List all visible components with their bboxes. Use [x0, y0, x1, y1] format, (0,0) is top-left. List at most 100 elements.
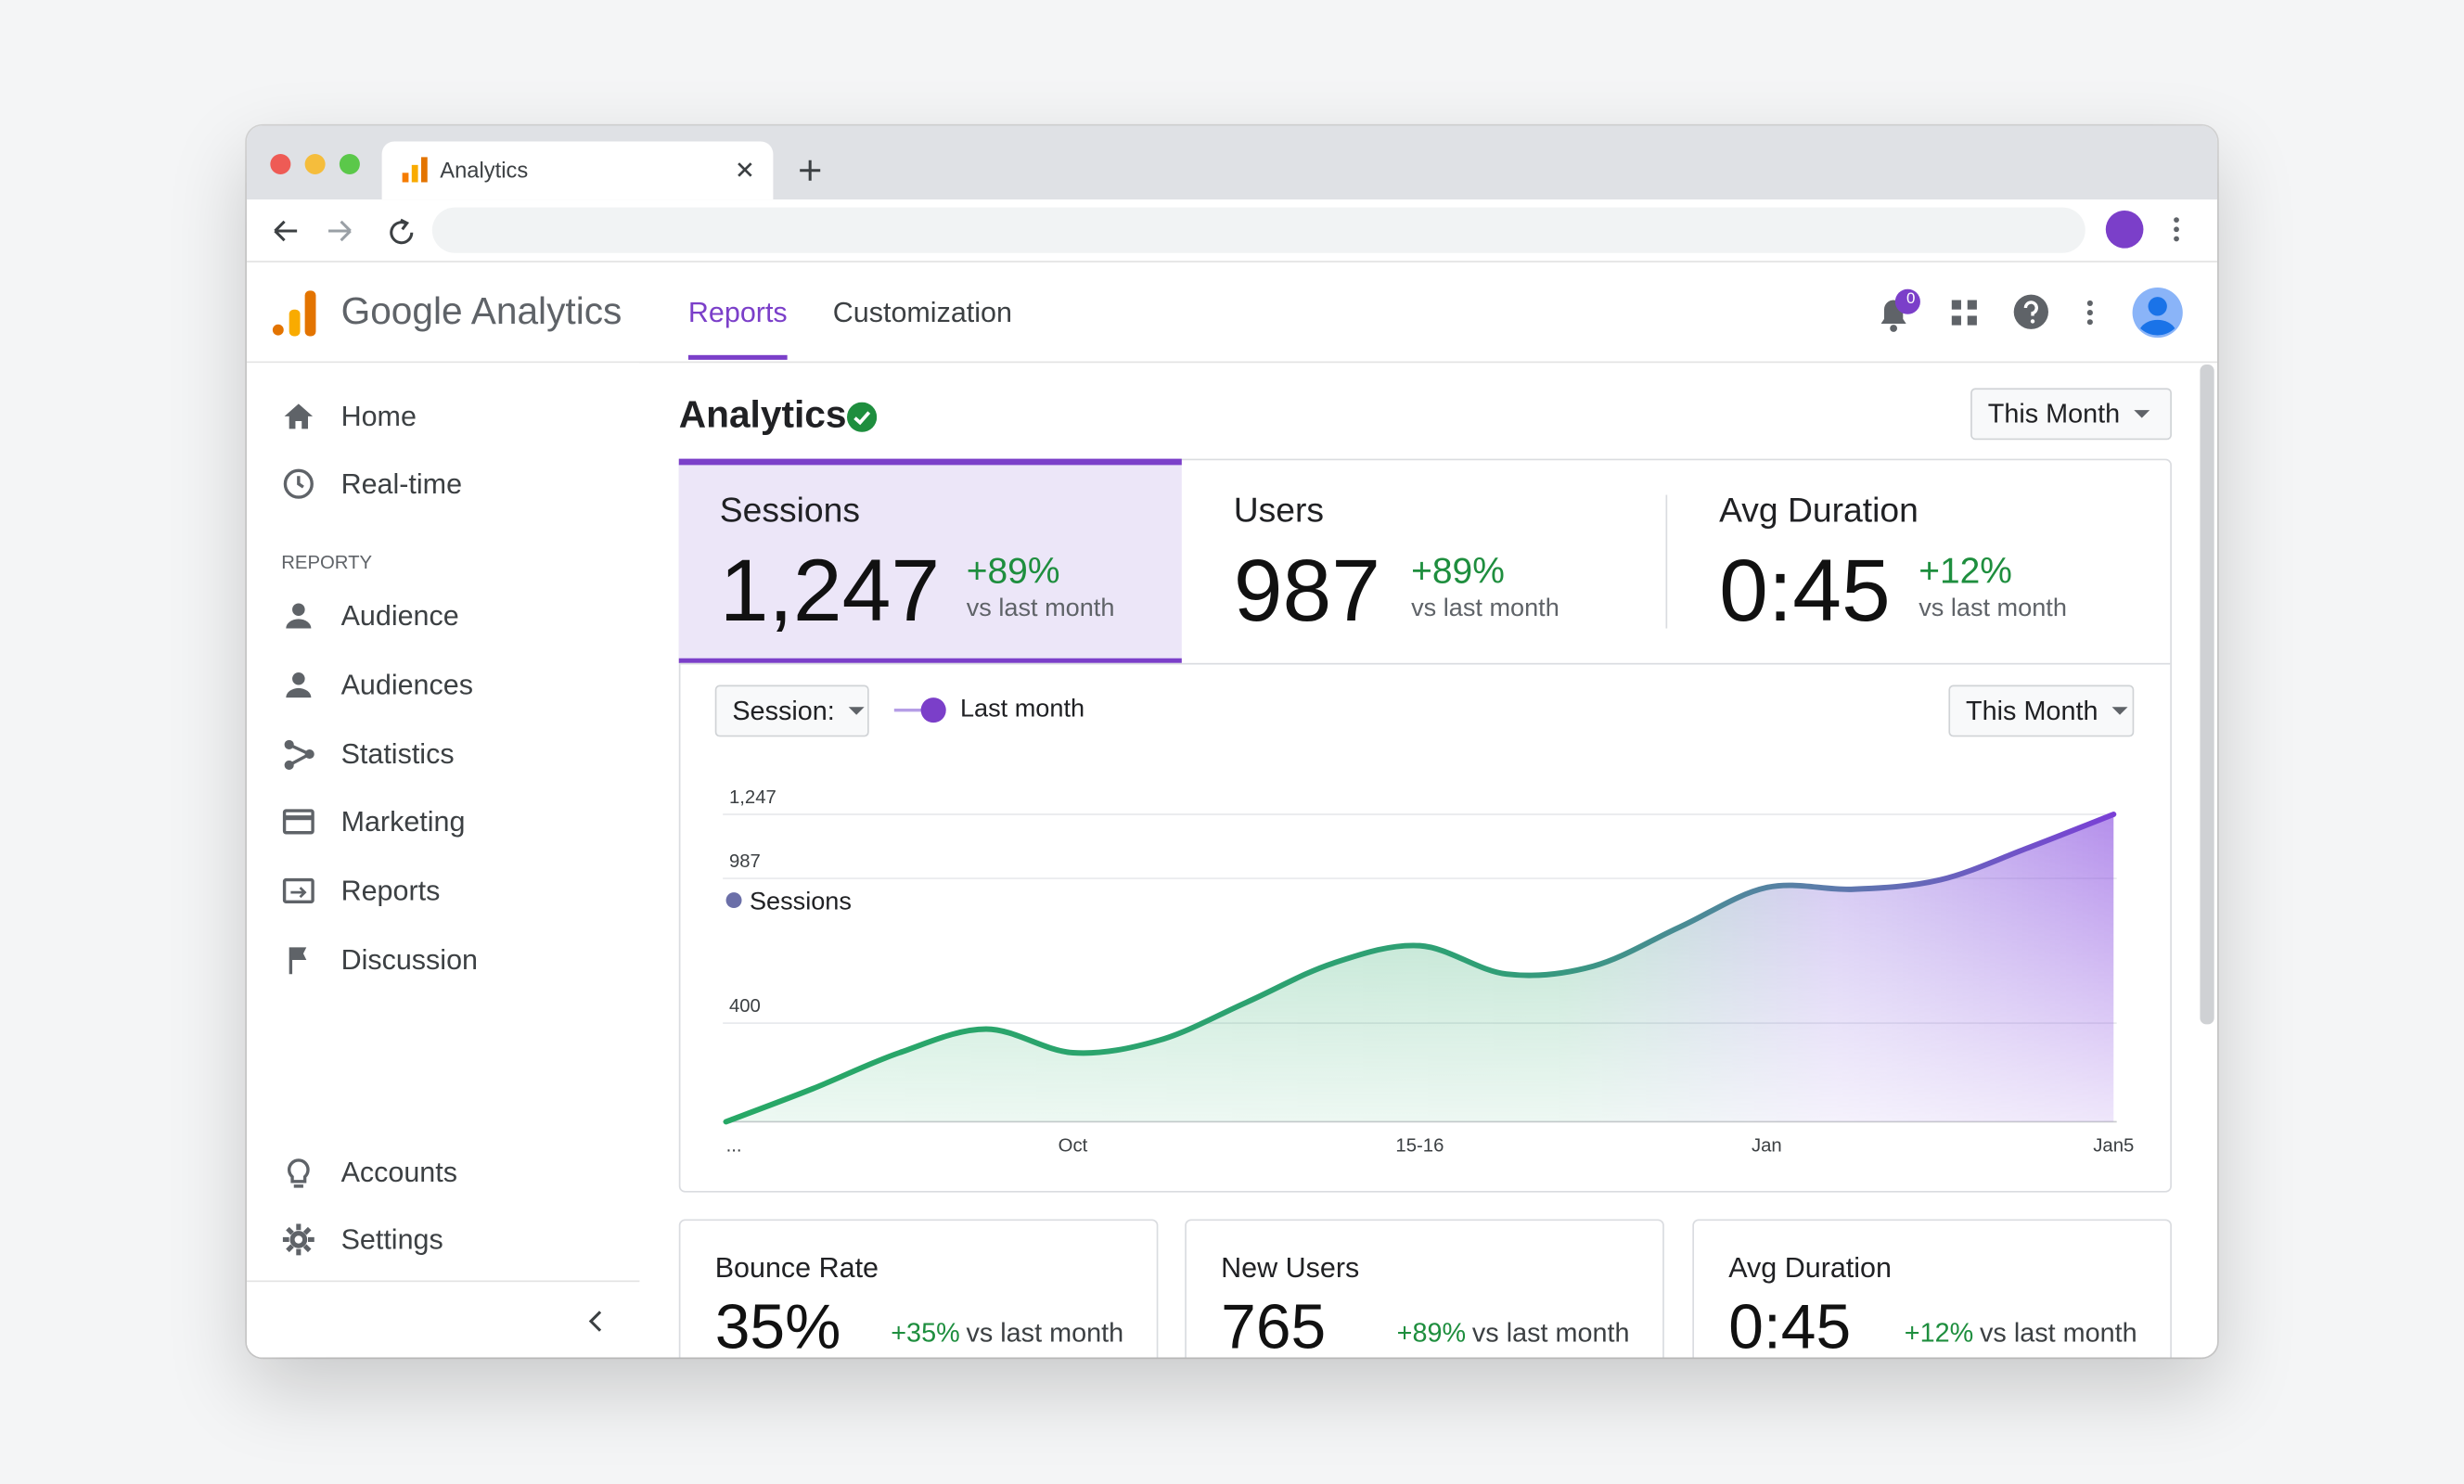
metric-dropdown[interactable]: Session:: [714, 684, 869, 737]
kpi-value: 0:45: [1719, 540, 1891, 640]
card[interactable]: [1185, 1219, 1664, 1358]
sidebar: [246, 363, 640, 1358]
kpi-change: +89%: [966, 549, 1060, 591]
card-change-row: +12% vs last month: [1728, 1320, 2137, 1347]
app-menu[interactable]: [2084, 299, 2097, 326]
card-change: +12%: [1904, 1318, 1974, 1349]
kpi-value: 987: [1233, 540, 1380, 640]
nav-buttons[interactable]: [269, 213, 426, 248]
x-tick-label: Oct: [1059, 1136, 1088, 1157]
notifications[interactable]: [1875, 288, 1929, 337]
kpi-label: Avg Duration: [1719, 490, 1919, 530]
legend-marker: [725, 892, 742, 909]
x-tick-label: Jan5: [2093, 1136, 2134, 1157]
address-bar[interactable]: [431, 207, 2085, 253]
nav-tab[interactable]: Customization: [832, 297, 1012, 329]
new-tab[interactable]: [798, 159, 821, 182]
divider: [246, 261, 2218, 262]
card-label: New Users: [1221, 1252, 1360, 1284]
sidebar-item[interactable]: Reports: [340, 875, 441, 907]
minimize-dot[interactable]: [304, 154, 326, 175]
kpi-note: vs last month: [966, 595, 1115, 622]
sidebar-item[interactable]: Real-time: [340, 467, 463, 500]
card-value: 765: [1221, 1293, 1327, 1358]
sidebar-icon: [282, 877, 314, 903]
kpi-note: vs last month: [1919, 595, 2067, 622]
apps-icon[interactable]: [1950, 299, 1978, 326]
legend-label: Sessions: [750, 887, 852, 915]
y-tick-label: 1,247: [729, 787, 776, 808]
x-tick-label: Jan: [1752, 1136, 1782, 1157]
card-change-row: +35% vs last month: [715, 1320, 1123, 1347]
help-icon[interactable]: [2013, 294, 2049, 330]
nav-underline: [687, 354, 788, 360]
close-dot[interactable]: [270, 154, 291, 175]
kpi-label: Users: [1233, 490, 1325, 530]
logo-icon: [272, 290, 316, 337]
sidebar-section: REPORTY: [281, 551, 373, 574]
sidebar-icon: [286, 603, 312, 629]
card[interactable]: [1692, 1219, 2172, 1358]
y-tick-label: 400: [729, 996, 761, 1017]
chart-period-dropdown[interactable]: This Month: [1948, 684, 2135, 737]
sidebar-icon: [282, 1223, 314, 1256]
sidebar-item[interactable]: Marketing: [340, 805, 466, 838]
tab-icon: [402, 157, 428, 183]
card-label: Bounce Rate: [714, 1252, 879, 1284]
sidebar-icon: [282, 809, 314, 835]
nav-tab[interactable]: Reports: [687, 297, 788, 329]
maximize-dot[interactable]: [339, 154, 360, 175]
card-note: vs last month: [1980, 1318, 2137, 1349]
sidebar-item[interactable]: Statistics: [340, 738, 455, 771]
browser-window: Analytics Google Analytics Reports Custo…: [246, 125, 2218, 1358]
y-tick-label: 987: [729, 851, 761, 872]
period-label: This Month: [1987, 398, 2121, 429]
period-dropdown[interactable]: This Month: [1970, 388, 2172, 441]
sidebar-item[interactable]: Audience: [340, 600, 459, 632]
avatar[interactable]: [2131, 286, 2185, 339]
sidebar-item[interactable]: Home: [340, 400, 417, 432]
sidebar-icon: [283, 468, 314, 499]
card-note: vs last month: [1471, 1318, 1630, 1349]
sidebar-item[interactable]: Audiences: [340, 669, 473, 701]
line: [723, 812, 2117, 1125]
sidebar-icon: [284, 739, 314, 771]
sidebar-item[interactable]: Settings: [340, 1223, 443, 1256]
app-logo: Google Analytics: [340, 290, 622, 334]
verified-icon: [847, 402, 878, 432]
card-change-row: +89% vs last month: [1221, 1318, 1630, 1349]
notification-badge: 0: [1906, 290, 1916, 309]
sidebar-item[interactable]: Accounts: [340, 1156, 457, 1188]
profile-icon[interactable]: [2105, 210, 2144, 249]
kpi-tile-active[interactable]: [678, 458, 1182, 663]
tab[interactable]: [381, 141, 774, 200]
tab-close[interactable]: [736, 160, 754, 179]
page-title: Analytics: [678, 394, 847, 437]
card-value: 0:45: [1728, 1293, 1852, 1358]
chart: Sessions 400 987 1,247... Oct 15-16 Jan Jan5: [723, 787, 2134, 1157]
browser-menu[interactable]: [2170, 215, 2183, 243]
sidebar-icon: [284, 403, 314, 429]
kpi-value: 1,247: [719, 540, 941, 640]
sidebar-item[interactable]: Discussion: [340, 944, 478, 976]
scrollbar[interactable]: [2200, 364, 2214, 1025]
kpi-change: +89%: [1411, 549, 1505, 591]
x-tick-label: ...: [726, 1136, 742, 1157]
kpi-panel: [678, 458, 2172, 1193]
area: [725, 813, 2114, 1122]
collapse-button[interactable]: [586, 1309, 605, 1334]
card-change: +89%: [1396, 1318, 1467, 1349]
legend-swatch: [893, 697, 946, 723]
card[interactable]: [678, 1219, 1159, 1358]
divider: [246, 1280, 640, 1283]
card-note: vs last month: [966, 1318, 1124, 1349]
legend-label: Last month: [959, 696, 1085, 723]
kpi-change: +12%: [1919, 549, 2012, 591]
sidebar-icon: [286, 672, 312, 698]
card-value: 35%: [714, 1293, 841, 1358]
card-change: +35%: [891, 1318, 960, 1349]
metric-label: Session:: [732, 695, 835, 725]
divider: [1665, 494, 1668, 629]
